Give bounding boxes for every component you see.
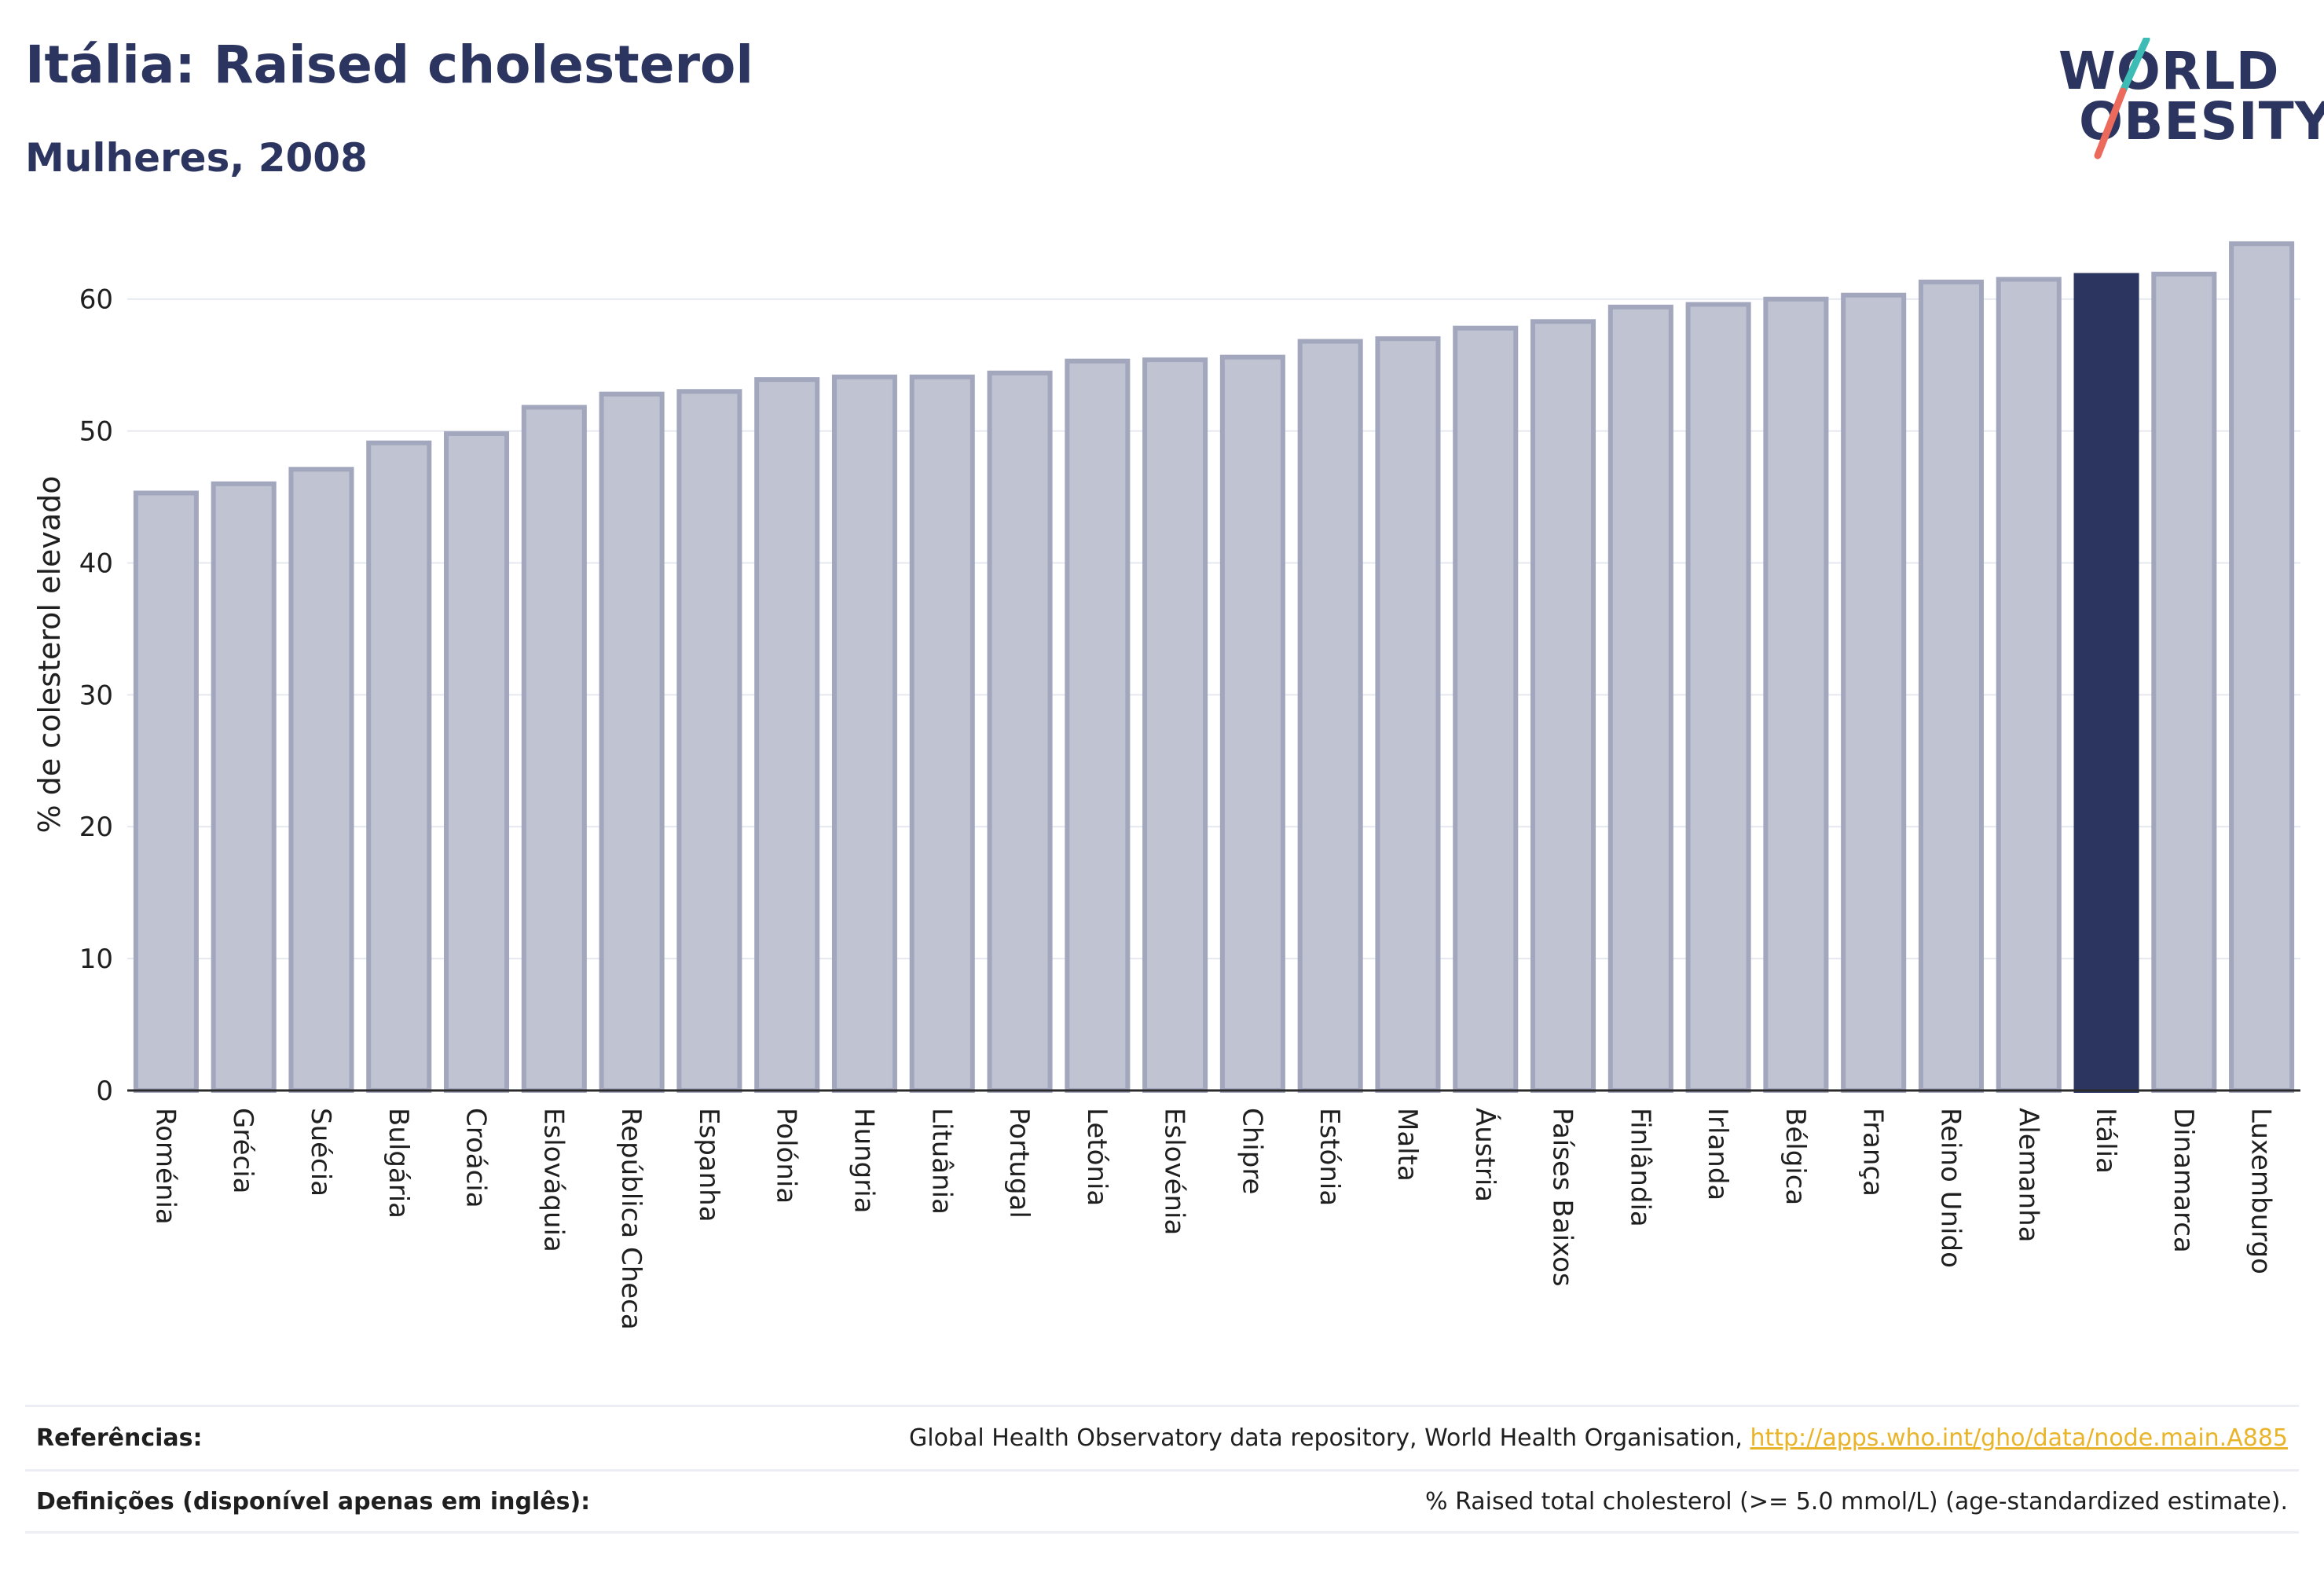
definitions-text: % Raised total cholesterol (>= 5.0 mmol/…: [1425, 1487, 2288, 1516]
references-label: Referências:: [36, 1424, 203, 1452]
x-tick-label: Áustria: [1469, 1108, 1501, 1202]
bar-portugal[interactable]: [987, 370, 1053, 1094]
bar-bélgica[interactable]: [1763, 296, 1829, 1093]
references-row: Referências: Global Health Observatory d…: [25, 1405, 2299, 1469]
bars: [133, 241, 2295, 1094]
x-tick-label: Países Baixos: [1547, 1108, 1578, 1287]
x-tick-label: Dinamarca: [2168, 1108, 2199, 1253]
y-tick-label: 40: [79, 548, 113, 579]
bar-frança[interactable]: [1841, 292, 1907, 1093]
x-tick-label: Letónia: [1081, 1108, 1113, 1206]
definitions-label: Definições (disponível apenas em inglês)…: [36, 1487, 591, 1516]
x-tick-label: Chipre: [1236, 1108, 1267, 1194]
x-tick-label: Estónia: [1314, 1108, 1345, 1206]
definitions-row: Definições (disponível apenas em inglês)…: [25, 1469, 2299, 1534]
x-tick-label: Portugal: [1003, 1108, 1035, 1219]
bar-roménia[interactable]: [133, 490, 199, 1093]
x-tick-label: Itália: [2090, 1108, 2121, 1174]
x-tick-label: Polónia: [771, 1108, 802, 1204]
y-tick-labels: 0 10 20 30 40 50 60: [79, 284, 113, 1107]
x-tick-label: Roménia: [149, 1108, 181, 1225]
references-text: Global Health Observatory data repositor…: [909, 1424, 1743, 1452]
x-tick-labels: Roménia Grécia Suécia Bulgária Croácia Eslová…: [149, 1108, 2276, 1330]
references-link[interactable]: http://apps.who.int/gho/data/node.main.A…: [1750, 1424, 2288, 1452]
bar-alemanha[interactable]: [1996, 277, 2062, 1094]
chart-subtitle: Mulheres, 2008: [25, 135, 368, 181]
x-tick-label: Hungria: [848, 1108, 879, 1214]
y-axis-label: % de colesterol elevado: [32, 475, 67, 833]
y-tick-label: 60: [79, 284, 113, 316]
x-tick-label: Irlanda: [1702, 1108, 1733, 1200]
y-tick-label: 50: [79, 416, 113, 448]
bar-chart: 0 10 20 30 40 50 60 Roménia Grécia Suécia Bulgári…: [32, 241, 2300, 1330]
bar-áustria[interactable]: [1453, 325, 1519, 1094]
chart-title: Itália: Raised cholesterol: [25, 35, 753, 95]
x-tick-label: Reino Unido: [1934, 1108, 1966, 1268]
y-tick-label: 0: [96, 1076, 113, 1107]
x-tick-label: Lituânia: [926, 1108, 957, 1215]
bar-espanha[interactable]: [676, 389, 742, 1093]
x-tick-label: Croácia: [460, 1108, 492, 1208]
bar-irlanda[interactable]: [1685, 302, 1751, 1093]
bar-bulgária[interactable]: [366, 440, 432, 1093]
bar-itália[interactable]: [2073, 273, 2139, 1094]
references-value: Global Health Observatory data repositor…: [909, 1424, 2288, 1452]
bar-eslovénia[interactable]: [1142, 357, 1208, 1093]
bar-república-checa[interactable]: [599, 391, 665, 1094]
footer: Referências: Global Health Observatory d…: [25, 1405, 2299, 1534]
x-tick-label: República Checa: [615, 1108, 647, 1330]
x-tick-label: Eslovénia: [1159, 1108, 1190, 1235]
bar-chipre[interactable]: [1219, 354, 1285, 1093]
y-tick-label: 20: [79, 812, 113, 843]
bar-suécia[interactable]: [288, 467, 354, 1094]
x-tick-label: Grécia: [227, 1108, 258, 1193]
x-tick-label: Alemanha: [2012, 1108, 2044, 1243]
bar-hungria[interactable]: [831, 374, 897, 1093]
bar-luxemburgo[interactable]: [2229, 241, 2295, 1094]
x-tick-label: Eslováquia: [537, 1108, 569, 1252]
world-obesity-logo: WORLD OBESITY: [2043, 38, 2324, 163]
x-tick-label: Espanha: [693, 1108, 724, 1222]
x-tick-label: Bélgica: [1780, 1108, 1811, 1205]
x-tick-label: Luxemburgo: [2245, 1108, 2277, 1274]
y-tick-label: 30: [79, 680, 113, 711]
x-tick-label: Finlândia: [1624, 1108, 1655, 1227]
x-tick-label: Suécia: [305, 1108, 336, 1197]
bar-dinamarca[interactable]: [2151, 271, 2217, 1093]
x-tick-label: Malta: [1391, 1108, 1423, 1182]
x-tick-label: Bulgária: [383, 1108, 414, 1219]
bar-eslováquia[interactable]: [521, 405, 587, 1093]
bar-croácia[interactable]: [444, 431, 510, 1093]
bar-letónia[interactable]: [1065, 358, 1131, 1093]
logo-line-1: WORLD: [2058, 41, 2280, 101]
x-tick-label: França: [1857, 1108, 1889, 1197]
bar-grécia[interactable]: [211, 481, 277, 1093]
bar-reino-unido[interactable]: [1918, 279, 1984, 1093]
bar-finlândia[interactable]: [1607, 304, 1673, 1094]
logo-slash-icon: [2094, 38, 2150, 159]
bar-estónia[interactable]: [1297, 339, 1363, 1093]
bar-malta[interactable]: [1375, 336, 1441, 1094]
bar-lituânia[interactable]: [909, 374, 975, 1093]
bar-países-baixos[interactable]: [1530, 319, 1596, 1093]
y-tick-label: 10: [79, 944, 113, 975]
bar-polónia[interactable]: [754, 377, 820, 1093]
